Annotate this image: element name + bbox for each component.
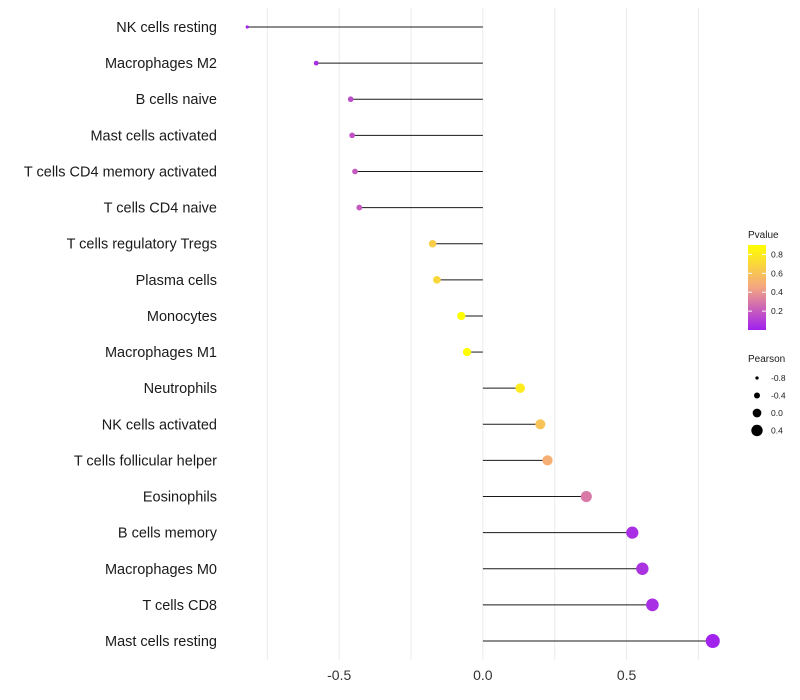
pearson-legend-label: -0.8 <box>771 373 786 383</box>
point-2 <box>347 96 354 103</box>
point-17 <box>705 633 720 649</box>
category-label: Mast cells resting <box>105 634 217 650</box>
point-0 <box>245 25 249 29</box>
category-label: T cells CD4 naive <box>104 201 217 217</box>
pvalue-legend-title: Pvalue <box>748 230 779 241</box>
point-8 <box>457 311 466 321</box>
category-label: T cells regulatory Tregs <box>67 237 217 253</box>
point-5 <box>356 204 363 211</box>
point-10 <box>515 383 526 393</box>
pearson-legend-dot <box>752 408 762 418</box>
pvalue-legend-tick: 0.4 <box>771 287 783 297</box>
category-label: NK cells resting <box>116 20 217 36</box>
x-tick-label: 0.0 <box>473 667 493 683</box>
point-4 <box>352 168 358 175</box>
point-9 <box>462 347 472 357</box>
category-label: T cells CD8 <box>142 598 217 614</box>
x-tick-label: -0.5 <box>327 667 351 683</box>
pearson-legend-label: -0.4 <box>771 391 786 401</box>
category-label: Plasma cells <box>136 273 217 289</box>
point-13 <box>580 490 592 503</box>
grid-lines <box>266 8 699 660</box>
point-11 <box>535 419 546 430</box>
pearson-legend-label: 0.4 <box>771 426 783 436</box>
pearson-legend-label: 0.0 <box>771 408 783 418</box>
point-12 <box>542 455 553 466</box>
lollipop-points <box>245 25 720 649</box>
category-label: NK cells activated <box>102 417 217 433</box>
pearson-legend: Pearson -0.8 -0.4 0.0 0.4 <box>748 354 786 437</box>
category-label: B cells memory <box>118 526 218 542</box>
point-16 <box>646 598 659 612</box>
pearson-legend-dot <box>753 392 761 399</box>
point-15 <box>636 562 649 575</box>
pvalue-legend-tick: 0.6 <box>771 268 783 278</box>
point-3 <box>349 132 355 139</box>
pearson-legend-title: Pearson <box>748 354 785 365</box>
x-tick-label: 0.5 <box>617 667 637 683</box>
pvalue-legend-tick: 0.2 <box>771 306 783 316</box>
category-labels: NK cells resting Macrophages M2 B cells na… <box>24 20 218 650</box>
point-14 <box>626 526 639 539</box>
pvalue-legend-tick: 0.8 <box>771 249 783 259</box>
category-label: Macrophages M2 <box>105 56 217 72</box>
pearson-legend-dot <box>751 424 763 437</box>
pearson-legend-dot <box>755 376 759 380</box>
pvalue-colorbar <box>748 245 766 330</box>
category-label: Monocytes <box>147 309 217 325</box>
point-6 <box>428 239 437 248</box>
category-label: Neutrophils <box>144 381 217 397</box>
category-label: Macrophages M1 <box>105 345 217 361</box>
category-label: B cells naive <box>136 92 217 108</box>
category-label: T cells CD4 memory activated <box>24 164 217 180</box>
pvalue-legend: Pvalue 0.2 0.4 0.6 0.8 <box>748 230 783 330</box>
point-1 <box>313 60 319 66</box>
x-axis-ticks: -0.5 0.0 0.5 <box>327 667 636 683</box>
category-label: Eosinophils <box>143 490 217 506</box>
category-label: Mast cells activated <box>90 128 217 144</box>
category-label: Macrophages M0 <box>105 562 217 578</box>
point-7 <box>433 276 441 284</box>
lollipop-stems <box>247 26 713 642</box>
category-label: T cells follicular helper <box>74 453 217 469</box>
